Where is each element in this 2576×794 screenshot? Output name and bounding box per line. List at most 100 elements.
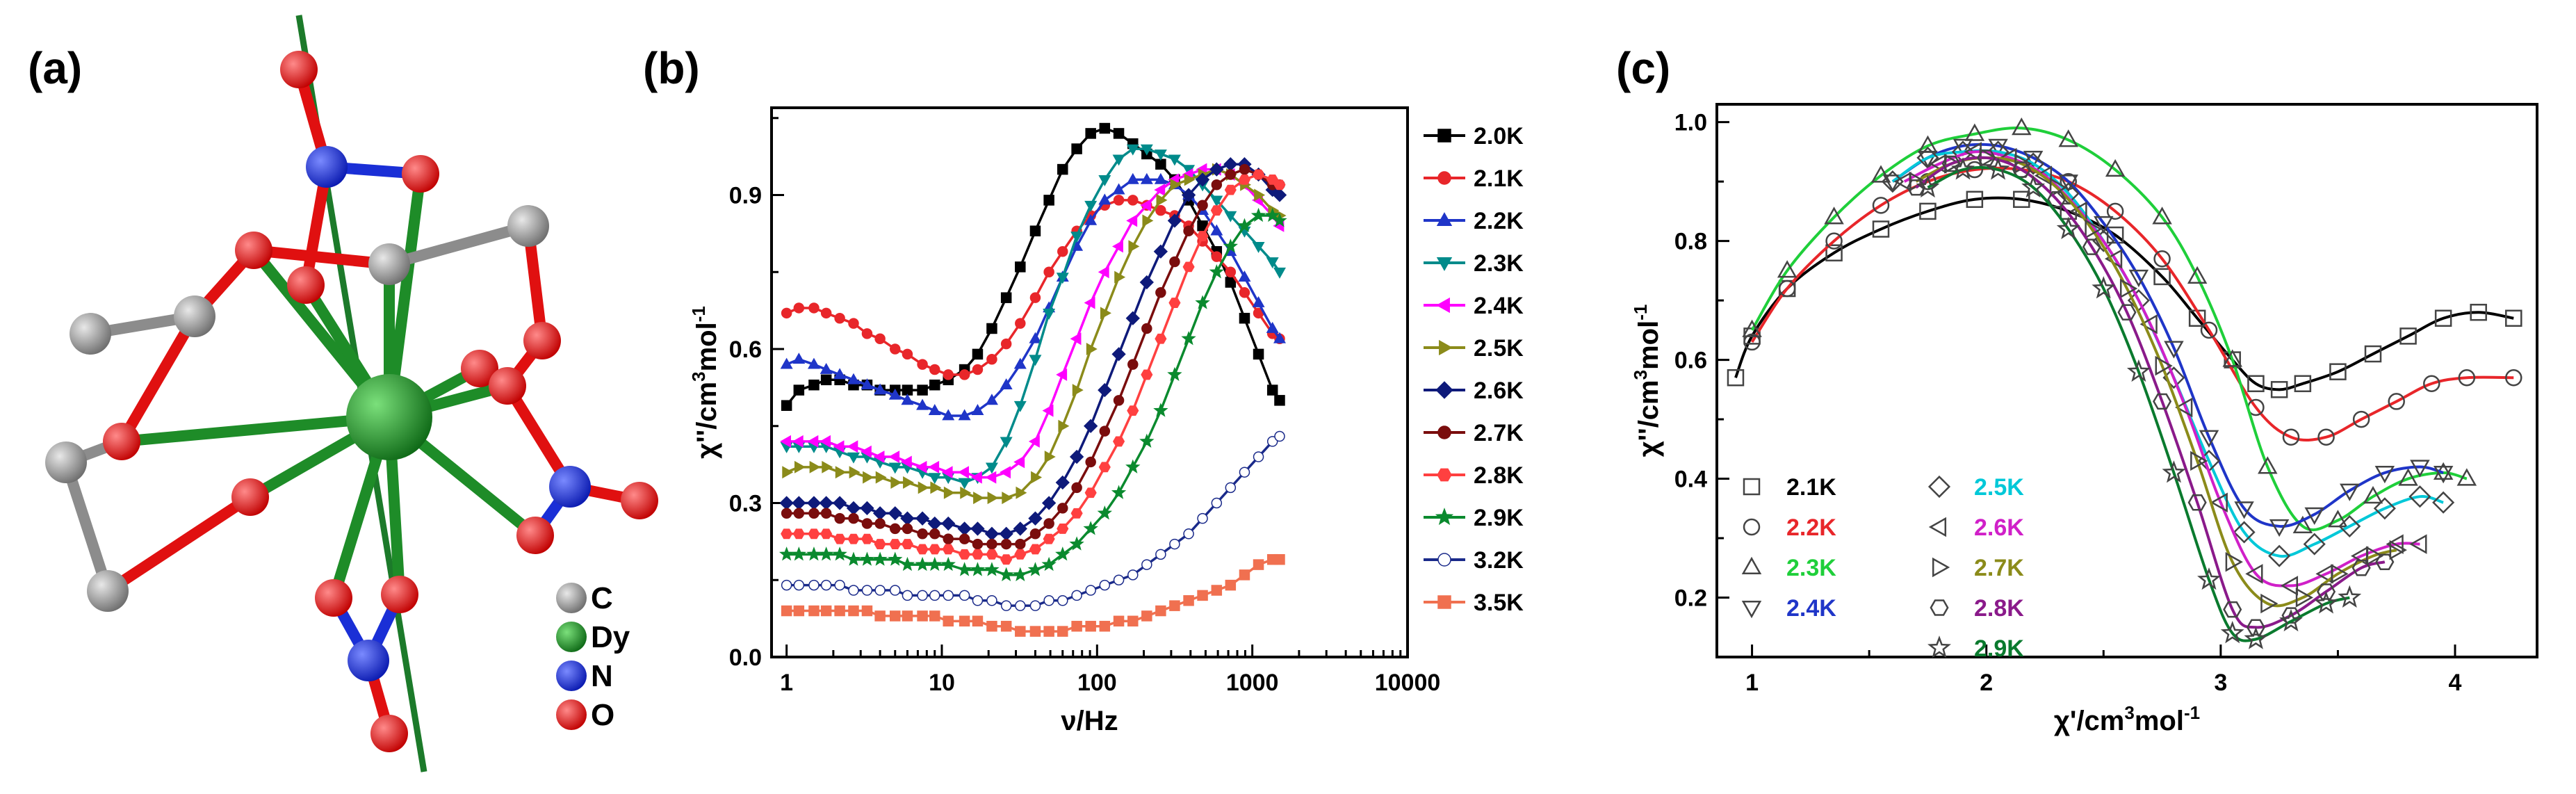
panel-b-data-point xyxy=(1111,240,1123,253)
panel-c-data-point xyxy=(2352,410,2370,428)
panel-b-data-point xyxy=(1098,382,1112,398)
panel-b-data-point xyxy=(1000,620,1012,632)
panel-b-data-point xyxy=(793,384,805,396)
panel-b-data-point xyxy=(890,343,901,355)
panel-b-data-point xyxy=(1057,595,1068,606)
panel-c-data-point xyxy=(2375,553,2395,570)
panel-b-data-point xyxy=(1016,486,1027,499)
panel-b-data-point xyxy=(847,373,860,384)
panel-c-data-point xyxy=(2331,564,2349,584)
atom-n xyxy=(348,640,389,681)
panel-b-legend-marker xyxy=(1436,212,1453,226)
panel-b-data-point xyxy=(1028,511,1043,526)
panel-b-data-point xyxy=(874,610,886,622)
atom-legend-o-swatch xyxy=(556,699,587,730)
panel-b-data-point xyxy=(1155,287,1166,298)
panel-c-data-point xyxy=(2047,191,2066,208)
panel-c-data-point xyxy=(2294,375,2312,393)
panel-c-data-point xyxy=(2398,468,2418,486)
panel-b-data-point xyxy=(958,409,971,421)
panel-c-plot-area: 1 2 3 4 0.2 0.4 0.6 0.8 1.0 χ'/cm3mol-1 χ''/cm3mol… xyxy=(1630,103,2538,736)
panel-b-data-point xyxy=(808,508,820,519)
panel-c-data-point xyxy=(2292,515,2313,533)
panel-b-data-point xyxy=(1223,238,1239,253)
panel-c-data-point xyxy=(1907,179,1926,196)
panel-c-fit-curve xyxy=(1915,156,2397,608)
panel-b-data-point xyxy=(1070,508,1083,519)
panel-c-data-point xyxy=(1742,319,1762,337)
panel-b-data-point xyxy=(834,579,845,591)
panel-c-legend-marker xyxy=(1743,518,1761,536)
panel-b-data-point xyxy=(900,511,915,526)
panel-b-data-point xyxy=(1013,455,1025,469)
panel-b-data-point xyxy=(1167,213,1182,228)
panel-c-data-point xyxy=(1881,170,1904,193)
panel-b-data-point xyxy=(1225,482,1237,494)
panel-b-data-point xyxy=(1029,544,1042,555)
panel-b-data-point xyxy=(915,460,927,473)
panel-c-data-point xyxy=(2374,465,2395,484)
panel-b-legend-label: 2.7K xyxy=(1474,420,1524,446)
panel-b-data-point xyxy=(846,501,861,516)
panel-b-data-point xyxy=(1029,332,1042,343)
panel-b-data-point xyxy=(1097,505,1112,520)
panel-b-data-point xyxy=(1098,193,1111,205)
panel-b-data-point xyxy=(928,460,940,473)
panel-b-data-point xyxy=(901,539,914,549)
panel-b-legend-label: 2.5K xyxy=(1474,335,1524,362)
panel-b-legend-label: 2.1K xyxy=(1474,165,1524,192)
panel-b-legend-label: 3.2K xyxy=(1474,547,1524,574)
panel-b-data-point xyxy=(833,533,846,544)
panel-b-data-point xyxy=(859,551,875,566)
panel-b-data-point xyxy=(1043,195,1054,206)
panel-b-data-point xyxy=(928,473,941,485)
panel-b-legend-marker xyxy=(1437,595,1451,609)
atom-o xyxy=(315,579,352,617)
panel-b-data-point xyxy=(808,302,820,314)
panel-c-data-point xyxy=(2222,349,2242,367)
panel-b-data-point xyxy=(792,496,806,510)
atom-o xyxy=(370,715,408,752)
panel-b-data-point xyxy=(1112,183,1125,195)
panel-c-data-point xyxy=(2304,507,2324,526)
atom-o xyxy=(235,232,272,269)
atom-c xyxy=(174,295,215,337)
panel-b-data-point xyxy=(1099,122,1111,134)
panel-c-fit-curve xyxy=(1915,156,2386,629)
panel-b-data-point xyxy=(1098,266,1109,279)
panel-c-legend-marker xyxy=(1741,556,1762,575)
panel-b-data-point xyxy=(1002,492,1013,505)
panel-b-data-point xyxy=(1209,264,1224,279)
panel-c-fit-curve xyxy=(1750,126,2468,532)
panel-b-data-point xyxy=(902,384,913,396)
panel-b-data-point xyxy=(1085,585,1096,596)
panel-b-data-point xyxy=(1167,366,1182,382)
panel-b-data-point xyxy=(1057,524,1069,534)
panel-b-data-point xyxy=(873,451,885,464)
panel-b-data-point xyxy=(806,546,822,561)
panel-b-data-point xyxy=(820,579,832,591)
panel-b-data-point xyxy=(1013,521,1027,536)
panel-b-data-point xyxy=(1141,559,1152,570)
panel-b-data-point xyxy=(1195,172,1210,187)
panel-b-plot-area: 1 10 100 1000 10000 0.0 0.3 0.6 0.9 ν/Hz χ''/cm3mo… xyxy=(688,106,1524,736)
panel-b-data-point xyxy=(1112,436,1125,447)
panel-b-series-2.7K: 2.7K xyxy=(781,163,1524,550)
panel-b-data-point xyxy=(1238,270,1251,282)
panel-c-data-point xyxy=(2225,551,2243,572)
panel-b-data-point xyxy=(1015,626,1026,637)
panel-c-data-point xyxy=(2295,588,2314,608)
panel-b-data-point xyxy=(1028,435,1040,448)
panel-c-data-point xyxy=(2423,375,2440,393)
panel-c-data-point xyxy=(2220,620,2244,644)
panel-c-data-point xyxy=(2279,608,2303,632)
panel-b-data-point xyxy=(1113,615,1125,627)
panel-c-data-point xyxy=(2190,451,2208,471)
panel-b-data-point xyxy=(874,383,887,395)
panel-c-data-point xyxy=(2153,393,2172,410)
panel-c-data-point xyxy=(2199,430,2219,448)
atom-c xyxy=(368,243,410,285)
panel-b-data-point xyxy=(1111,485,1127,499)
panel-b-data-point xyxy=(1239,287,1250,298)
panel-c-legend-marker xyxy=(1927,475,1951,499)
